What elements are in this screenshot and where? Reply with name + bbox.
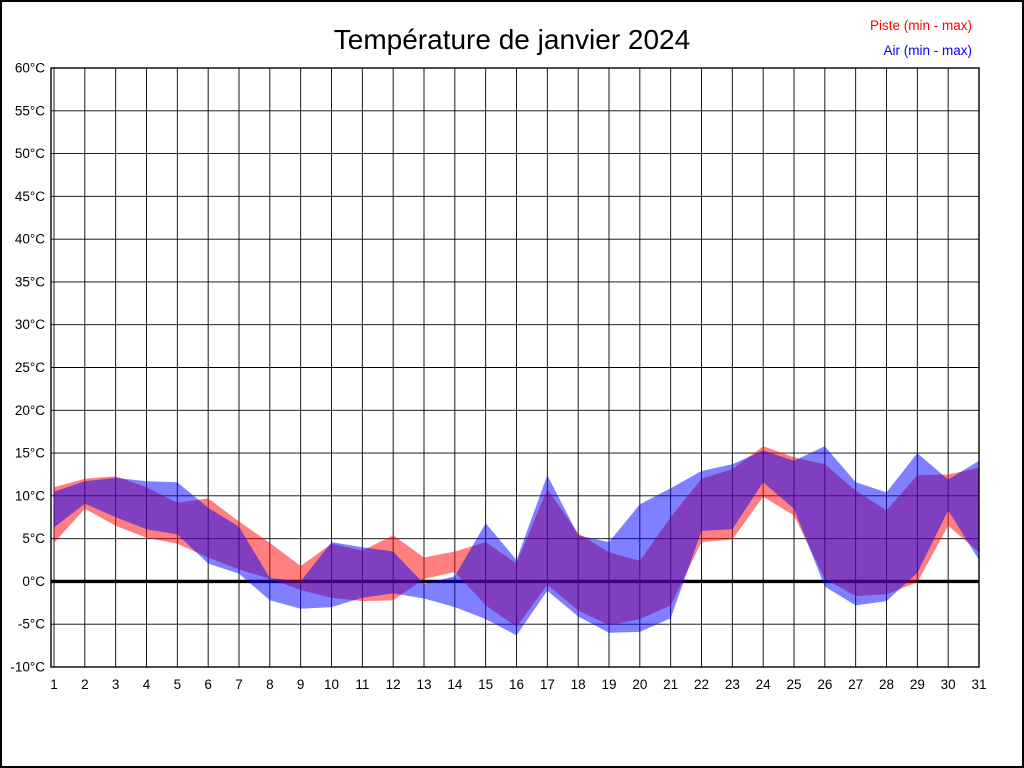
y-tick-label: 0°C — [22, 574, 45, 589]
y-tick-label: 40°C — [15, 232, 45, 247]
x-tick-label: 19 — [601, 677, 616, 692]
y-tick-label: 45°C — [15, 189, 45, 204]
y-tick-label: 30°C — [15, 317, 45, 332]
x-tick-label: 17 — [540, 677, 555, 692]
y-tick-label: 20°C — [15, 403, 45, 418]
x-tick-label: 13 — [416, 677, 431, 692]
x-tick-label: 1 — [50, 677, 58, 692]
y-tick-label: 50°C — [15, 146, 45, 161]
y-tick-label: -10°C — [10, 660, 45, 675]
x-tick-label: 31 — [971, 677, 986, 692]
x-tick-label: 22 — [694, 677, 709, 692]
x-tick-label: 9 — [297, 677, 305, 692]
x-tick-label: 16 — [509, 677, 524, 692]
y-tick-label: -5°C — [18, 617, 45, 632]
x-axis-labels: 1 2 3 4 5 6 7 8 9 10 11 12 13 14 15 16 17 18 19 20 21 22 23 24 2… — [50, 677, 986, 692]
x-tick-label: 11 — [355, 677, 369, 692]
x-tick-label: 27 — [848, 677, 863, 692]
y-tick-label: 25°C — [15, 360, 45, 375]
air-band — [54, 446, 979, 636]
chart-title: Température de janvier 2024 — [333, 24, 691, 55]
x-tick-label: 20 — [632, 677, 647, 692]
y-tick-label: 5°C — [22, 531, 45, 546]
x-tick-label: 8 — [266, 677, 274, 692]
x-tick-label: 28 — [879, 677, 894, 692]
y-tick-label: 55°C — [15, 103, 45, 118]
y-tick-label: 35°C — [15, 274, 45, 289]
x-tick-label: 3 — [112, 677, 120, 692]
legend-air-label: Air (min - max) — [883, 43, 973, 58]
x-tick-label: 4 — [143, 677, 151, 692]
y-tick-label: 10°C — [15, 488, 45, 503]
chart-legend: Piste (min - max) Air (min - max) — [870, 13, 972, 63]
x-tick-label: 29 — [910, 677, 925, 692]
x-tick-label: 10 — [324, 677, 339, 692]
legend-piste-label: Piste (min - max) — [869, 18, 972, 33]
x-tick-label: 18 — [571, 677, 586, 692]
y-axis-labels: 60°C 55°C 50°C 45°C 40°C 35°C 30°C 25°C 20°C 15°C… — [10, 61, 45, 675]
y-tick-label: 15°C — [15, 446, 45, 461]
plot-border — [50, 67, 980, 668]
x-tick-label: 2 — [81, 677, 89, 692]
x-tick-label: 15 — [478, 677, 493, 692]
x-tick-label: 24 — [756, 677, 772, 692]
x-tick-label: 26 — [817, 677, 832, 692]
x-tick-label: 6 — [204, 677, 212, 692]
x-tick-label: 12 — [386, 677, 401, 692]
x-tick-label: 21 — [663, 677, 678, 692]
x-tick-label: 14 — [447, 677, 463, 692]
x-tick-label: 5 — [174, 677, 182, 692]
y-tick-label: 60°C — [15, 61, 45, 76]
x-tick-label: 25 — [786, 677, 801, 692]
x-tick-label: 30 — [941, 677, 956, 692]
x-tick-label: 23 — [725, 677, 740, 692]
x-tick-label: 7 — [235, 677, 243, 692]
